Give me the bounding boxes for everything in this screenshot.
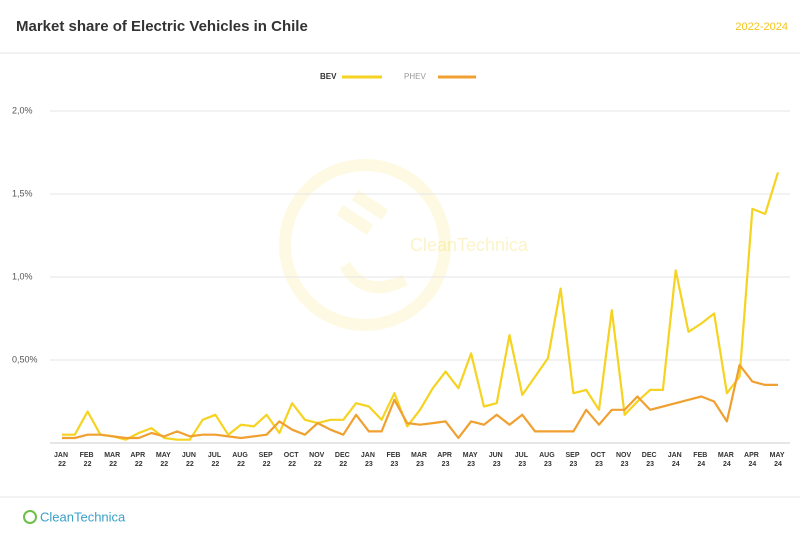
x-tick-label: DEC 23 — [642, 452, 659, 468]
x-tick-label: NOV 22 — [309, 452, 326, 468]
x-tick-label: JAN 23 — [361, 452, 377, 468]
y-tick-label: 2,0% — [12, 105, 33, 115]
x-tick-label: OCT 22 — [284, 452, 301, 468]
x-tick-label: JUL 23 — [515, 452, 530, 468]
x-tick-label: SEP 23 — [566, 452, 582, 468]
x-tick-label: JAN 22 — [54, 452, 70, 468]
x-tick-label: SEP 22 — [259, 452, 275, 468]
y-tick-label: 1,0% — [12, 271, 33, 281]
x-tick-label: FEB 23 — [386, 452, 402, 468]
x-tick-label: APR 22 — [130, 452, 147, 468]
series-line — [62, 172, 780, 441]
x-tick-label: JUN 22 — [182, 452, 198, 468]
x-tick-label: MAR 24 — [718, 452, 736, 468]
x-tick-label: MAY 22 — [156, 452, 173, 468]
x-tick-label: AUG 23 — [539, 452, 557, 468]
x-tick-label: DEC 22 — [335, 452, 352, 468]
x-tick-label: MAR 23 — [411, 452, 429, 468]
legend-label: PHEV — [404, 72, 426, 81]
y-tick-label: 0,50% — [12, 354, 38, 364]
legend-label: BEV — [320, 72, 337, 81]
series-line — [62, 363, 778, 440]
x-tick-label: APR 23 — [437, 452, 454, 468]
footer-logo — [23, 510, 37, 524]
x-tick-label: JUN 23 — [489, 452, 505, 468]
x-tick-label: JAN 24 — [668, 452, 684, 468]
x-tick-label: OCT 23 — [591, 452, 608, 468]
x-tick-label: APR 24 — [744, 452, 761, 468]
chart-subtitle: 2022-2024 — [735, 21, 788, 33]
x-tick-label: MAR 22 — [104, 452, 122, 468]
x-tick-label: AUG 22 — [232, 452, 250, 468]
x-tick-label: NOV 23 — [616, 452, 633, 468]
watermark-logo — [279, 159, 451, 331]
watermark: CleanTechnica — [410, 235, 529, 255]
y-tick-label: 1,5% — [12, 188, 33, 198]
x-tick-label: MAY 24 — [770, 452, 787, 468]
x-tick-label: FEB 24 — [693, 452, 709, 468]
x-tick-label: JUL 22 — [208, 452, 223, 468]
chart-title: Market share of Electric Vehicles in Chi… — [16, 18, 308, 35]
x-tick-label: MAY 23 — [463, 452, 480, 468]
x-tick-label: FEB 22 — [80, 452, 96, 468]
footer-brand: CleanTechnica — [40, 509, 126, 524]
